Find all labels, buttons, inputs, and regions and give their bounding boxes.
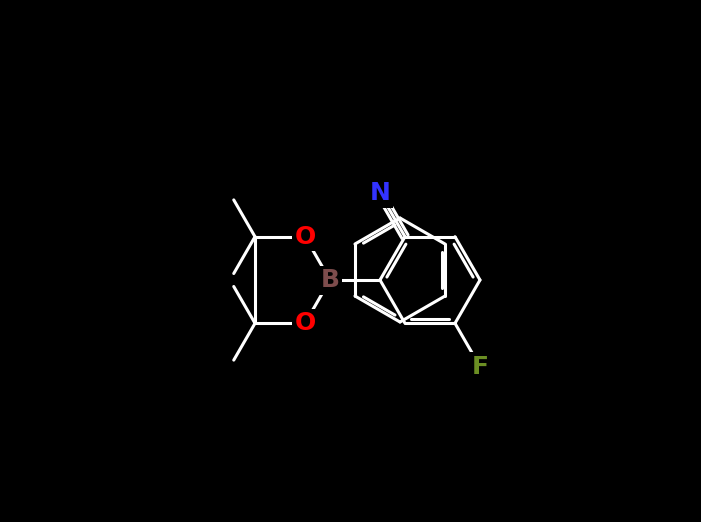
Text: O: O bbox=[294, 224, 315, 248]
Text: B: B bbox=[320, 268, 339, 292]
Text: O: O bbox=[294, 311, 315, 335]
Text: F: F bbox=[472, 354, 489, 378]
Text: N: N bbox=[369, 182, 390, 205]
